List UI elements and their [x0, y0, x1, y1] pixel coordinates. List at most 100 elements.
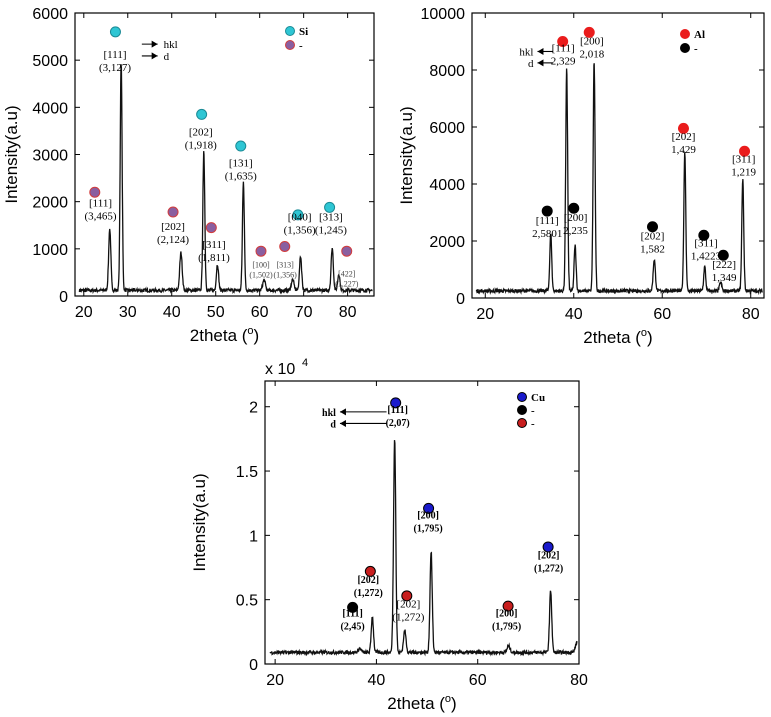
legend-label: -	[531, 418, 535, 430]
peak-d-label: (1,356)	[274, 271, 298, 280]
y-scale-label: x 10	[265, 361, 295, 378]
x-axis-title: 2theta (o)	[387, 693, 456, 713]
peak-hkl-label: [311]	[694, 238, 717, 250]
x-tick-label: 60	[469, 672, 487, 689]
peak-d-label: (1,811)	[198, 252, 230, 264]
x-axis-title: 2theta (o)	[190, 325, 259, 345]
phase-marker	[205, 222, 217, 234]
y-tick-label: 0.5	[236, 593, 258, 610]
y-axis-title: Intensity(a.u)	[190, 473, 209, 571]
diffraction-trace	[78, 64, 373, 295]
x-axis-title-text: 2theta (	[387, 694, 445, 713]
legend-marker	[517, 405, 527, 415]
y-tick-label: 0	[456, 291, 465, 308]
arrow-label: d	[330, 419, 336, 430]
peak-d-label: (1,502)	[249, 271, 273, 280]
y-tick-label: 4000	[429, 177, 465, 194]
legend-marker	[285, 26, 295, 36]
peak-d-label: (1,272)	[354, 588, 383, 599]
y-tick-label: 3000	[32, 148, 68, 165]
arrow-head	[339, 419, 346, 427]
legend-marker	[517, 392, 527, 402]
peak-hkl-label: [111]	[342, 608, 363, 619]
peak-hkl-label: [111]	[89, 197, 112, 209]
phase-marker	[583, 26, 595, 38]
chart-si: 20 30 40 50 60 70 80 0 1000 2000 3000 4000 5000 6000 2…	[2, 6, 375, 345]
chart-cu: 20 40 60 80 0 0.5 1 1.5 2 2theta (o) Intensity(a.u…	[190, 357, 588, 713]
y-axis-title: Intensity(a.u)	[2, 105, 21, 203]
y-tick-label: 2000	[429, 234, 465, 251]
x-tick-label: 80	[742, 306, 760, 323]
peak-hkl-label: [311]	[732, 154, 755, 166]
phase-marker	[698, 229, 710, 241]
peak-d-label: 1,582	[640, 244, 665, 256]
arrow-head	[537, 47, 544, 55]
legend-label: Cu	[531, 392, 545, 404]
peak-hkl-label: [313]	[277, 261, 295, 270]
phase-marker	[557, 36, 569, 47]
peak-hkl-label: [313]	[319, 212, 343, 224]
phase-marker	[423, 502, 435, 514]
diffraction-trace	[269, 440, 578, 657]
x-tick-label: 70	[295, 304, 313, 321]
peak-hkl-label: [202]	[357, 575, 379, 586]
peak-d-label: 2,5801	[532, 228, 562, 240]
x-tick-label: 20	[75, 304, 93, 321]
plot-frame	[471, 12, 765, 299]
peak-hkl-label: [200]	[580, 35, 604, 47]
peak-hkl-label: [202]	[641, 231, 665, 243]
y-tick-label: 4000	[32, 100, 68, 117]
peak-hkl-label: [202]	[189, 127, 213, 139]
peak-hkl-label: [202]	[672, 131, 696, 143]
peak-hkl-label: [222]	[712, 259, 736, 271]
phase-marker	[341, 245, 353, 257]
legend-marker	[680, 43, 690, 53]
diffraction-trace	[475, 63, 763, 296]
phase-marker	[401, 590, 413, 602]
arrow-head	[339, 408, 346, 416]
x-axis-unit: o	[641, 327, 647, 339]
peak-d-label: (1,227)	[335, 280, 359, 289]
y-tick-label: 5000	[32, 53, 68, 70]
x-tick-label: 40	[565, 306, 583, 323]
x-tick-label: 20	[476, 306, 494, 323]
peak-hkl-label: [422]	[338, 270, 356, 279]
legend-marker	[517, 418, 527, 428]
y-tick-label: 1.5	[236, 464, 258, 481]
peak-d-label: (2,45)	[341, 621, 365, 632]
peak-hkl-label: [200]	[564, 212, 588, 224]
x-tick-label: 40	[163, 304, 181, 321]
phase-marker	[717, 249, 729, 261]
y-tick-label: 6000	[32, 6, 68, 23]
x-tick-label: 40	[368, 672, 386, 689]
peak-d-label: (1,918)	[185, 140, 217, 152]
phase-marker	[292, 209, 304, 221]
legend-label: -	[299, 40, 303, 52]
arrow-label: hkl	[322, 408, 336, 419]
peak-d-label: (1,272)	[534, 564, 563, 575]
x-tick-label: 80	[570, 672, 588, 689]
peak-hkl-label: [040]	[288, 212, 312, 224]
peak-hkl-label: [202]	[396, 598, 420, 610]
chart-al: 20 40 60 80 0 2000 4000 6000 8000 10000 2theta (o)…	[397, 6, 765, 347]
x-axis-title-text: 2theta (	[190, 326, 248, 345]
phase-marker	[739, 145, 751, 157]
phase-marker	[235, 140, 247, 152]
peak-d-label: 2,235	[563, 225, 588, 237]
peak-hkl-label: [111]	[552, 42, 575, 54]
arrow-label: hkl	[164, 39, 178, 51]
phase-marker	[279, 240, 291, 252]
y-scale-exponent: 4	[302, 357, 308, 369]
peak-d-label: (3,465)	[84, 210, 116, 222]
x-axis-unit: o	[445, 693, 451, 705]
x-tick-label: 80	[339, 304, 357, 321]
legend-marker	[680, 29, 690, 39]
x-axis-title-text: 2theta (	[583, 328, 641, 347]
phase-marker	[364, 565, 376, 577]
x-tick-label: 20	[266, 672, 284, 689]
peak-hkl-label: [100]	[252, 261, 270, 270]
x-tick-label: 60	[653, 306, 671, 323]
y-tick-label: 2	[249, 400, 258, 417]
y-tick-label: 0	[249, 657, 258, 674]
